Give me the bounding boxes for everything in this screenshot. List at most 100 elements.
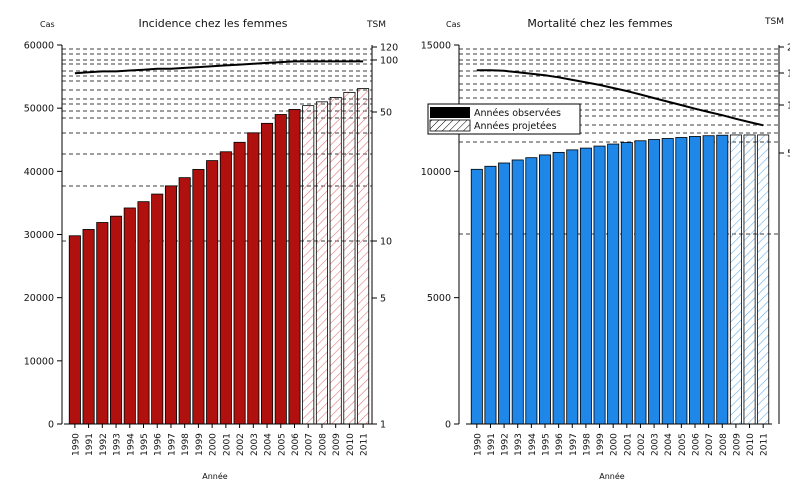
bar-observed — [634, 140, 647, 425]
xtick-label: 2004 — [664, 433, 674, 456]
ytick-label: 5000 — [427, 293, 451, 304]
bar-observed — [539, 154, 551, 425]
bar-observed — [123, 207, 136, 425]
xtick-label: 2008 — [318, 433, 328, 456]
bar-observed — [689, 136, 701, 425]
y2tick-label: 1 — [787, 69, 790, 80]
xtick-label: 2010 — [746, 433, 756, 456]
xtick-label: 2011 — [360, 433, 370, 456]
left-tsm-line — [74, 60, 364, 75]
xtick-label: 2007 — [705, 433, 715, 456]
xtick-label: 1996 — [555, 433, 565, 456]
ytick-label: 15000 — [421, 41, 451, 52]
right-tsm-line — [476, 69, 764, 127]
ytick-label: 60000 — [24, 41, 54, 52]
bar-projected — [302, 105, 315, 425]
xtick-label: 2003 — [250, 433, 260, 456]
y2tick-label: 2 — [787, 43, 790, 54]
ytick-label: 0 — [48, 420, 54, 431]
bar-observed — [233, 141, 246, 425]
xtick-label: 1995 — [542, 433, 552, 456]
y2tick-label: 1 — [787, 101, 790, 112]
left-y2-axis: 1 5 10 50 100 120 — [372, 43, 398, 431]
y2tick-label: 1 — [380, 420, 386, 431]
ytick-label: 10000 — [421, 167, 451, 178]
bar-observed — [702, 135, 715, 425]
xtick-label: 1991 — [487, 433, 497, 456]
xtick-label: 2007 — [305, 433, 315, 456]
bar-observed — [593, 145, 606, 425]
xtick-label: 1993 — [514, 433, 524, 456]
xtick-label: 2008 — [719, 433, 729, 456]
xtick-label: 1998 — [582, 433, 592, 456]
xtick-label: 2001 — [222, 433, 232, 456]
xtick-label: 2009 — [732, 433, 742, 456]
ytick-label: 0 — [445, 420, 451, 431]
xtick-label: 2000 — [209, 433, 219, 456]
xtick-label: 1992 — [99, 433, 109, 456]
y2tick-label: 50 — [380, 108, 392, 119]
xtick-label: 1998 — [181, 433, 191, 456]
xtick-label: 2002 — [236, 433, 246, 456]
bar-observed — [219, 151, 232, 425]
right-ylabel: Cas — [446, 20, 461, 29]
xtick-label: 2004 — [264, 433, 274, 456]
bar-observed — [151, 193, 164, 425]
bar-projected — [743, 134, 756, 425]
right-bars — [470, 134, 770, 425]
xtick-label: 2001 — [623, 433, 633, 456]
left-title: Incidence chez les femmes — [138, 17, 287, 30]
bar-observed — [261, 122, 274, 425]
xtick-label: 1991 — [85, 433, 95, 456]
bar-observed — [137, 201, 150, 425]
y2tick-label: 100 — [380, 56, 398, 67]
left-x-axis: 1990 1991 1992 1993 1994 1995 1996 1997 1998 1999… — [64, 423, 372, 456]
bar-projected — [757, 134, 770, 425]
legend-swatch-observed — [430, 107, 470, 118]
bar-observed — [178, 177, 191, 425]
xtick-label: 1990 — [473, 433, 483, 456]
y2tick-label: 120 — [380, 43, 398, 54]
bar-observed — [110, 215, 123, 425]
xtick-label: 2010 — [346, 433, 356, 456]
bar-observed — [288, 109, 301, 425]
ytick-label: 40000 — [24, 167, 54, 178]
bar-observed — [470, 168, 483, 425]
xtick-label: 1997 — [167, 433, 177, 456]
bar-observed — [716, 134, 729, 425]
right-xlabel: Année — [599, 471, 625, 479]
y2tick-label: 10 — [380, 237, 392, 248]
right-x-axis: 1990 1991 1992 1993 1994 1995 1996 1997 1998 1999… — [466, 423, 772, 456]
xtick-label: 1999 — [596, 433, 606, 456]
bar-projected — [329, 97, 342, 425]
legend-label-projected: Années projetées — [474, 121, 557, 132]
bar-projected — [343, 91, 356, 425]
bar-observed — [192, 169, 205, 425]
bar-observed — [620, 142, 633, 425]
bar-observed — [607, 143, 620, 425]
xtick-label: 1995 — [140, 433, 150, 456]
xtick-label: 2006 — [291, 433, 301, 456]
right-title: Mortalité chez les femmes — [527, 17, 672, 30]
xtick-label: 1997 — [569, 433, 579, 456]
xtick-label: 2005 — [277, 433, 287, 456]
xtick-label: 1999 — [195, 433, 205, 456]
left-ylabel: Cas — [40, 20, 55, 29]
xtick-label: 2005 — [678, 433, 688, 456]
bar-observed — [566, 149, 579, 425]
xtick-label: 2009 — [332, 433, 342, 456]
bar-observed — [648, 139, 661, 425]
ytick-label: 30000 — [24, 230, 54, 241]
left-bars — [68, 88, 370, 425]
xtick-label: 2000 — [610, 433, 620, 456]
xtick-label: 1994 — [126, 433, 136, 456]
y2tick-label: 5 — [787, 149, 790, 160]
xtick-label: 1994 — [528, 433, 538, 456]
bar-observed — [484, 165, 497, 425]
right-y-axis: 0 5000 10000 15000 — [421, 41, 459, 431]
ytick-label: 10000 — [24, 356, 54, 367]
bar-observed — [82, 229, 95, 425]
bar-observed — [661, 138, 674, 425]
bar-observed — [579, 147, 592, 425]
bar-observed — [525, 157, 538, 425]
